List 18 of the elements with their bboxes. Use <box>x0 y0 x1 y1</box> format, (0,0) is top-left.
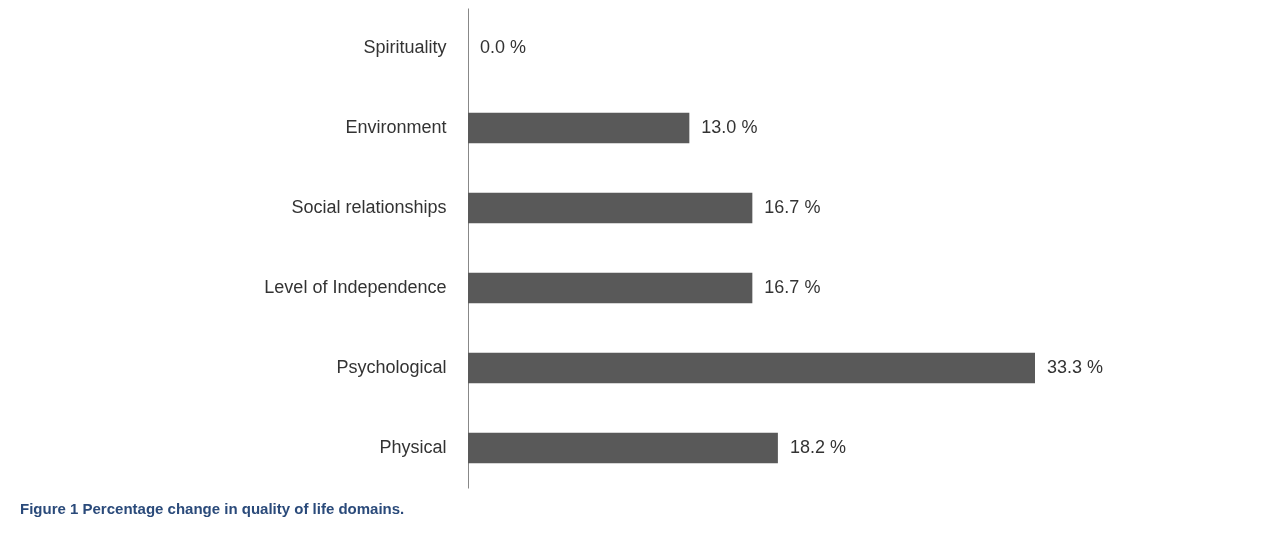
data-label: 18.2 % <box>789 437 846 457</box>
y-tick-label: Psychological <box>336 357 447 377</box>
y-tick-label: Environment <box>345 117 447 137</box>
data-label: 16.7 % <box>764 277 821 297</box>
data-label: 13.0 % <box>701 117 758 137</box>
data-label: 33.3 % <box>1047 357 1104 377</box>
y-tick-label: Spirituality <box>363 37 447 57</box>
bar <box>468 192 753 224</box>
y-tick-label: Level of Independence <box>264 277 447 297</box>
bar <box>468 112 690 144</box>
data-label: 0.0 % <box>480 37 527 57</box>
y-tick-label: Social relationships <box>291 197 447 217</box>
text: Figure 1 Percentage change in quality of life domains. <box>20 500 405 517</box>
y-tick-label: Physical <box>379 437 447 457</box>
bar <box>468 432 778 464</box>
bar <box>468 352 1035 384</box>
bar <box>468 272 753 304</box>
data-label: 16.7 % <box>764 197 821 217</box>
